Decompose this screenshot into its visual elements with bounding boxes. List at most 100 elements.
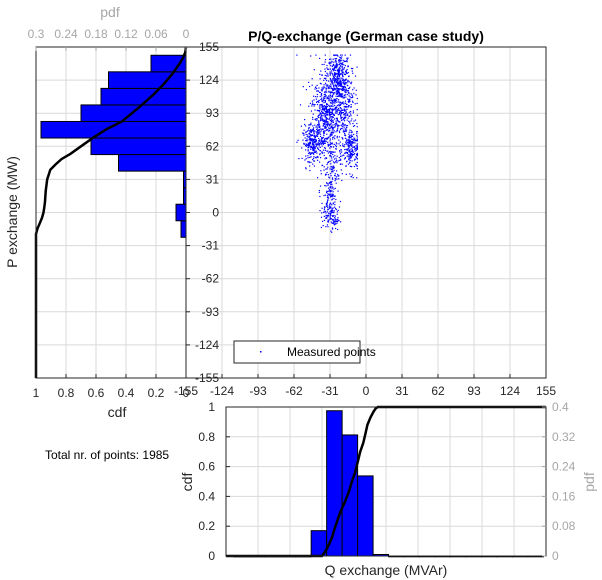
scatter-point [339, 77, 341, 79]
scatter-point [345, 102, 347, 104]
scatter-point [325, 106, 328, 109]
scatter-point [333, 87, 336, 89]
scatter-point [341, 109, 344, 111]
scatter-point [342, 112, 344, 114]
scatter-point [350, 104, 352, 106]
scatter-point [323, 154, 325, 157]
legend-marker [260, 351, 262, 353]
scatter-point [347, 90, 349, 92]
scatter-point [316, 128, 318, 130]
scatter-point [328, 194, 331, 196]
scatter-point [323, 123, 325, 125]
q-pdf-ticks: 00.080.160.240.320.4 [542, 400, 576, 563]
scatter-point [336, 118, 338, 120]
p-cdf-tick-label: 0 [183, 386, 190, 400]
scatter-point [339, 145, 341, 147]
scatter-point [356, 158, 358, 160]
scatter-x-tick-label: -31 [321, 384, 339, 398]
scatter-point [331, 65, 333, 68]
scatter-point [332, 89, 334, 91]
scatter-point [339, 113, 341, 115]
scatter-point [336, 143, 338, 145]
scatter-point [326, 75, 328, 77]
scatter-point [343, 127, 345, 129]
scatter-point [321, 152, 323, 154]
scatter-point [346, 82, 348, 84]
scatter-point [345, 173, 347, 175]
scatter-point [329, 193, 331, 195]
scatter-point [324, 101, 326, 103]
scatter-point [331, 177, 334, 179]
scatter-point [342, 68, 344, 70]
scatter-point [316, 103, 319, 106]
scatter-point [303, 133, 305, 135]
scatter-point [329, 140, 331, 142]
scatter-point [356, 177, 358, 179]
p-cdf-tick-label: 0.4 [118, 386, 135, 400]
scatter-point [337, 76, 339, 78]
scatter-point [338, 139, 340, 141]
scatter-point [325, 113, 327, 116]
scatter-point [354, 119, 357, 121]
scatter-point [344, 54, 346, 56]
q-cdf-line [226, 405, 546, 558]
scatter-point [337, 92, 339, 94]
scatter-point [324, 147, 326, 150]
scatter-point [331, 168, 333, 170]
scatter-point [327, 197, 329, 199]
scatter-point [323, 219, 326, 221]
scatter-point [320, 130, 322, 132]
scatter-point [349, 159, 351, 162]
scatter-point [335, 227, 337, 230]
scatter-point [332, 109, 334, 111]
scatter-point [322, 101, 324, 103]
scatter-point [318, 87, 320, 89]
scatter-point [330, 154, 332, 156]
scatter-point [353, 159, 356, 161]
scatter-point [319, 73, 321, 75]
scatter-point [354, 75, 357, 77]
scatter-point [335, 131, 337, 133]
scatter-point [333, 151, 335, 153]
scatter-point [334, 89, 336, 91]
scatter-point [352, 153, 354, 155]
scatter-point [337, 175, 339, 177]
scatter-point [323, 169, 325, 171]
scatter-point [341, 95, 343, 97]
scatter-point [356, 148, 358, 150]
scatter-point [316, 134, 318, 136]
scatter-point [310, 148, 312, 150]
scatter-point [320, 138, 323, 140]
scatter-point [343, 64, 345, 66]
scatter-point [315, 118, 318, 120]
scatter-point [330, 191, 332, 193]
scatter-point [314, 104, 316, 106]
scatter-point [340, 116, 342, 118]
scatter-point [334, 206, 336, 208]
scatter-point [340, 108, 342, 110]
scatter-point [350, 67, 353, 70]
scatter-point [337, 85, 339, 87]
scatter-point [321, 74, 323, 76]
scatter-point [341, 137, 344, 139]
scatter-point [327, 174, 329, 176]
scatter-x-tick-label: -124 [210, 384, 234, 398]
scatter-point [343, 97, 346, 99]
scatter-point [351, 160, 353, 162]
p-pdf-tick-label: 0 [183, 27, 190, 41]
scatter-point [312, 116, 314, 118]
scatter-point [351, 153, 353, 155]
scatter-point [341, 126, 343, 128]
legend-label: Measured points [287, 345, 376, 359]
scatter-point [332, 222, 334, 224]
scatter-point [354, 158, 356, 160]
scatter-point [318, 106, 321, 108]
scatter-point [322, 118, 324, 120]
scatter-point [303, 143, 305, 145]
scatter-point [310, 140, 313, 142]
scatter-point [334, 54, 336, 56]
scatter-point [353, 87, 355, 89]
scatter-point [342, 97, 344, 99]
scatter-point [330, 173, 332, 175]
scatter-point [341, 56, 343, 58]
